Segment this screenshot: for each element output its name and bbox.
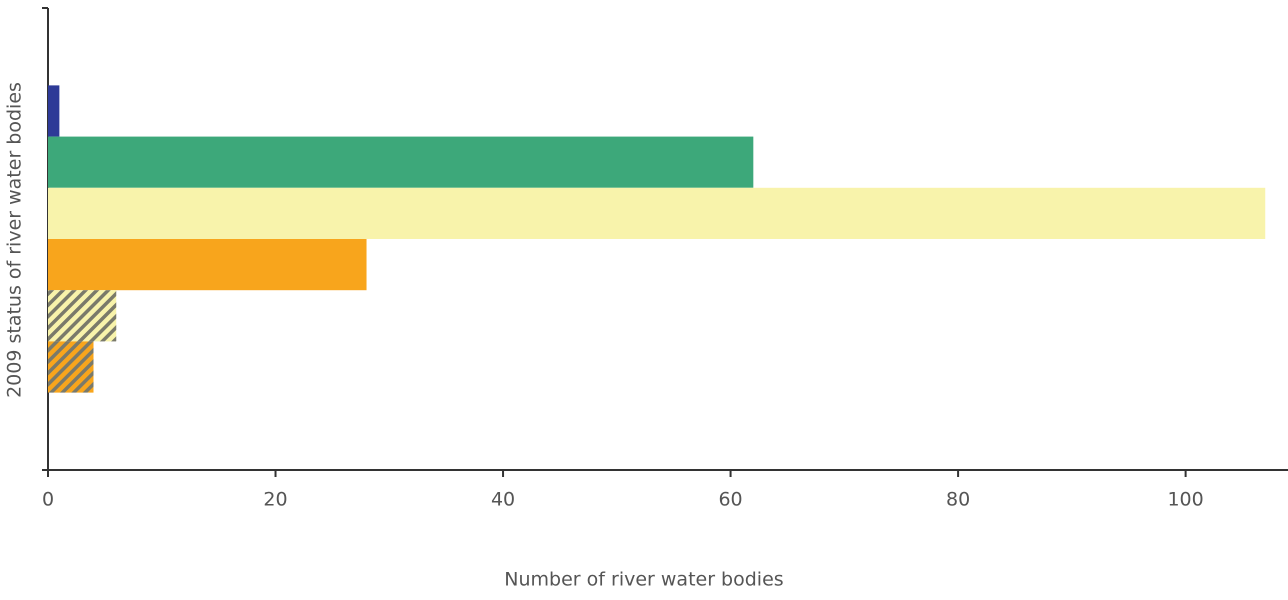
x-tick-label: 80 (946, 489, 970, 511)
bar (48, 187, 1266, 239)
bar (48, 239, 367, 291)
x-axis-label: Number of river water bodies (504, 569, 783, 591)
y-axis-label: 2009 status of river water bodies (4, 82, 26, 398)
x-tick-label: 0 (42, 489, 54, 511)
bar (48, 341, 94, 393)
x-tick-label: 60 (718, 489, 742, 511)
bar (48, 136, 754, 188)
bar (48, 85, 60, 137)
x-tick-label: 20 (263, 489, 287, 511)
x-tick-label: 40 (491, 489, 515, 511)
x-tick-label: 100 (1167, 489, 1203, 511)
bar (48, 290, 117, 342)
